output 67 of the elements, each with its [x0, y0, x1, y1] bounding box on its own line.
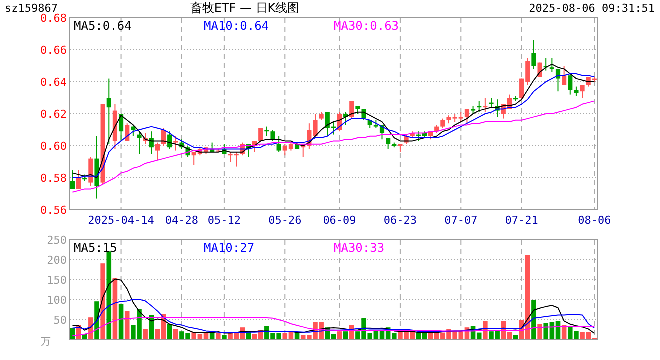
candlestick [532, 40, 536, 70]
bar [106, 252, 112, 340]
candlestick [76, 170, 82, 190]
text: MA10:0.64 [204, 19, 270, 33]
x-tick-label: 05-26 [268, 214, 302, 227]
x-tick-label: 07-21 [505, 214, 538, 227]
chart-title: 畜牧ETF — 日K线图 [190, 1, 300, 15]
y-tick-label: 150 [47, 274, 67, 287]
y-axis-title: 万 [41, 337, 51, 348]
candlestick [556, 68, 561, 92]
y-tick-label: 0.64 [40, 76, 68, 89]
candlestick [574, 86, 579, 97]
candlestick [580, 84, 585, 98]
candlestick [550, 58, 554, 73]
bar [100, 264, 106, 340]
y-tick-label: 0.68 [40, 12, 67, 25]
candlestick [174, 136, 178, 152]
y-tick-label: 50 [54, 314, 67, 327]
text: MA10:27 [204, 241, 255, 255]
x-tick-label: 06-09 [323, 214, 356, 227]
candlestick [562, 66, 567, 86]
candlestick [440, 118, 446, 129]
x-tick-label: 08-06 [578, 214, 612, 227]
candlestick [568, 75, 573, 96]
y-tick-label: 200 [47, 254, 67, 267]
candlestick [270, 130, 276, 142]
x-tick-label: 07-07 [444, 214, 478, 227]
candlestick [137, 131, 142, 154]
bar [216, 333, 221, 340]
text: 2025-08-06 09:31:51 [529, 2, 655, 15]
x-tick-label: 04-28 [165, 214, 199, 227]
text: MA30:0.63 [334, 19, 400, 33]
candlestick [483, 98, 488, 113]
line-series [72, 317, 596, 336]
y-tick-label: 100 [47, 294, 67, 307]
candlestick [489, 98, 494, 108]
candlestick [106, 78, 112, 145]
y-tick-label: 0.58 [40, 172, 67, 185]
x-tick-label: 05-12 [208, 214, 242, 227]
y-tick-label: 0.66 [40, 44, 67, 57]
bar [124, 311, 130, 340]
text: MA5:15 [74, 241, 118, 255]
bar [149, 315, 154, 340]
bar [538, 324, 542, 340]
candlestick [350, 100, 354, 120]
candlestick [464, 108, 470, 124]
candlestick [276, 136, 282, 153]
text: MA5:0.64 [74, 19, 132, 33]
text: sz159867 [5, 2, 58, 15]
candlestick [386, 138, 391, 150]
line-series [72, 299, 596, 334]
text: MA30:33 [334, 241, 385, 255]
bar [174, 329, 178, 340]
y-tick-label: 0.60 [40, 140, 67, 153]
x-tick-label: 06-23 [384, 214, 418, 227]
y-tick-label: 0.62 [40, 108, 67, 121]
line-series [72, 100, 596, 193]
bar [222, 335, 227, 340]
candlestick [264, 126, 270, 137]
candlestick [155, 142, 160, 161]
bar [532, 300, 536, 340]
bar [143, 329, 148, 340]
candlestick [477, 100, 482, 113]
candlestick [70, 170, 76, 190]
x-tick-label: 2025-04-14 [88, 214, 155, 227]
y-tick-label: 250 [47, 234, 67, 247]
y-tick-label: 0.56 [40, 204, 67, 217]
